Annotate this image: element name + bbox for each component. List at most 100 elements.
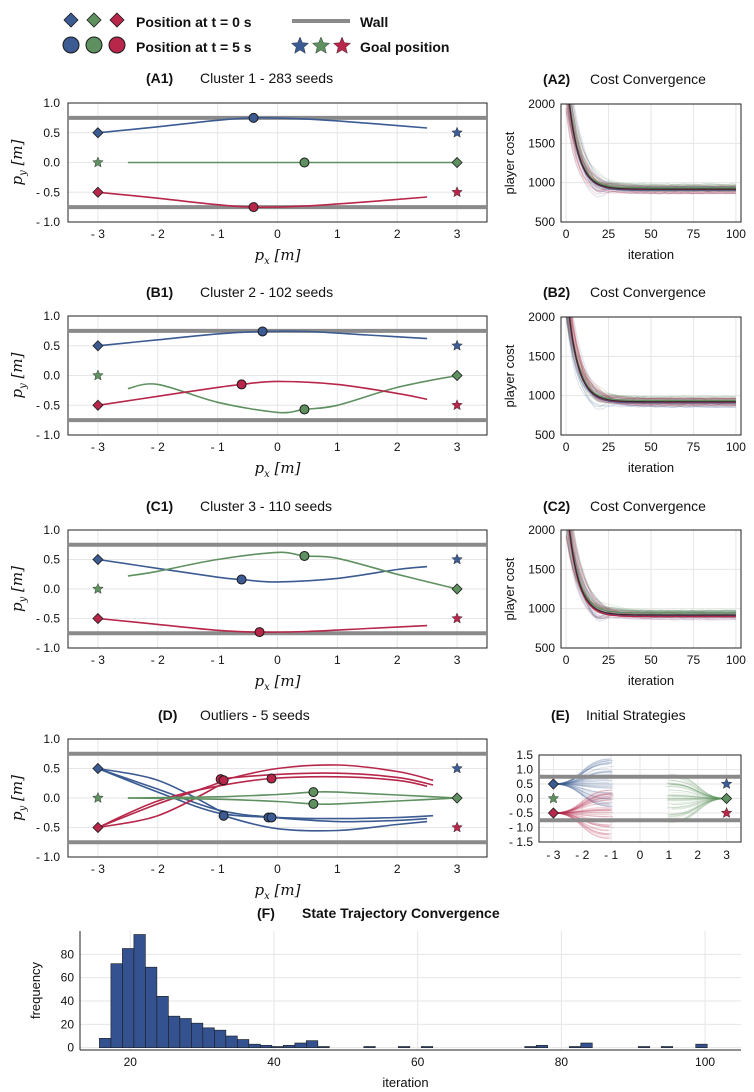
panel-title: Outliers - 5 seeds <box>200 707 310 723</box>
strategy-green <box>667 795 727 799</box>
goal-marker-blue <box>451 339 463 351</box>
cost-sample-blue <box>571 104 736 188</box>
goal-marker-green <box>547 792 560 804</box>
strategy-red <box>553 799 614 814</box>
hist-bar <box>271 1046 284 1048</box>
strategy-green <box>666 798 727 802</box>
goal-marker-red <box>451 399 463 411</box>
x-tick-label: 0 <box>274 653 281 667</box>
strategy-green <box>666 785 727 799</box>
strategy-red <box>553 808 614 814</box>
y-tick-label: 500 <box>535 641 555 655</box>
strategy-red <box>553 812 611 840</box>
cost-sample-red <box>565 530 736 620</box>
x-axis-label: px [m] <box>255 246 301 267</box>
cost-sample-green <box>569 530 736 612</box>
strategy-red <box>553 811 613 814</box>
x-tick-label: 25 <box>602 653 616 667</box>
goal-marker-green <box>92 369 104 381</box>
x-tick-label: - 2 <box>151 227 165 241</box>
panel-title: Cluster 2 - 102 seeds <box>200 284 333 300</box>
y-tick-label: 2000 <box>528 523 555 537</box>
goal-marker-blue <box>451 553 463 565</box>
strategy-green <box>667 798 727 800</box>
legend-end-label: Position at t = 5 s <box>136 39 252 55</box>
strategy-red <box>553 810 612 814</box>
strategy-green <box>671 796 727 799</box>
goal-marker-red <box>451 186 463 198</box>
strategy-blue <box>553 783 612 794</box>
y-tick-label: 2000 <box>528 310 555 324</box>
end-marker-green <box>308 787 319 798</box>
strategy-green <box>670 798 727 802</box>
goal-marker-blue <box>720 777 733 789</box>
cost-sample-red <box>570 317 736 406</box>
cost-sample-green <box>570 104 737 186</box>
end-marker-green <box>299 157 310 168</box>
x-tick-label: - 2 <box>575 848 589 862</box>
hist-bar <box>99 1038 112 1048</box>
cost-mean-green <box>568 317 736 402</box>
cost-sample-red <box>570 317 736 400</box>
cost-sample-green <box>571 104 736 187</box>
panel-title: State Trajectory Convergence <box>302 905 500 921</box>
x-tick-label: 50 <box>644 653 658 667</box>
end-marker-blue <box>257 326 268 337</box>
end-marker-green <box>299 404 310 415</box>
y-tick-label: 1.0 <box>43 732 60 746</box>
strategy-blue <box>553 780 612 785</box>
end-marker-red <box>254 627 265 638</box>
strategy-blue <box>553 763 609 785</box>
strategy-red <box>553 795 613 814</box>
strategy-blue <box>553 783 609 804</box>
plot-frame <box>560 103 742 223</box>
cost-mean-overall <box>568 530 736 616</box>
y-tick-label: - 1.0 <box>36 641 60 655</box>
y-tick-label: - 0.5 <box>36 398 60 412</box>
cost-sample-green <box>565 533 736 616</box>
x-tick-label: 50 <box>644 440 658 454</box>
x-tick-label: 3 <box>454 862 461 876</box>
cost-sample-red <box>572 104 736 193</box>
trajectory-blue <box>97 558 428 583</box>
strategy-blue <box>553 783 610 807</box>
start-marker-red <box>547 807 559 819</box>
strategy-blue <box>553 779 609 785</box>
strategy-green <box>669 798 727 817</box>
panel-title: Cluster 3 - 110 seeds <box>200 498 332 514</box>
hist-bar <box>133 934 146 1048</box>
panel-label: (F) <box>257 905 275 921</box>
panel-E: - 3 - 2 - 1 0 1 2 3 1.51.00.50.0- 0.5- 1.0- 1.5… <box>509 707 742 862</box>
start-marker-blue <box>547 778 559 790</box>
strategy-red <box>553 797 613 814</box>
cost-sample-blue <box>568 530 736 613</box>
x-tick-label: 0 <box>563 440 570 454</box>
strategy-red <box>553 812 613 818</box>
plot-frame <box>67 738 488 858</box>
panel-label: (E) <box>551 707 570 723</box>
start-marker-blue <box>92 340 104 352</box>
strategy-blue <box>553 783 613 789</box>
strategy-blue <box>553 783 613 789</box>
hist-bar <box>122 948 135 1048</box>
strategy-blue <box>553 783 613 806</box>
x-tick-label: - 1 <box>211 653 225 667</box>
strategy-red <box>553 797 611 814</box>
strategy-green <box>666 786 727 799</box>
strategy-blue <box>553 783 611 807</box>
y-tick-label: 1.0 <box>43 523 60 537</box>
strategy-green <box>666 798 727 816</box>
hist-bar <box>660 1046 674 1048</box>
strategy-red <box>553 812 612 816</box>
hist-bar <box>524 1046 537 1048</box>
panel-title: Cluster 1 - 283 seeds <box>200 70 333 86</box>
cost-sample-red <box>567 104 736 188</box>
y-axis-label: py [m] <box>8 352 29 398</box>
x-tick-label: - 1 <box>604 848 618 862</box>
y-tick-label: - 1.5 <box>509 835 533 849</box>
y-tick-label: - 0.5 <box>36 185 60 199</box>
y-axis-label: py [m] <box>8 566 29 612</box>
hist-bar <box>306 1040 319 1048</box>
strategy-blue <box>553 783 612 798</box>
strategy-blue <box>553 762 611 785</box>
